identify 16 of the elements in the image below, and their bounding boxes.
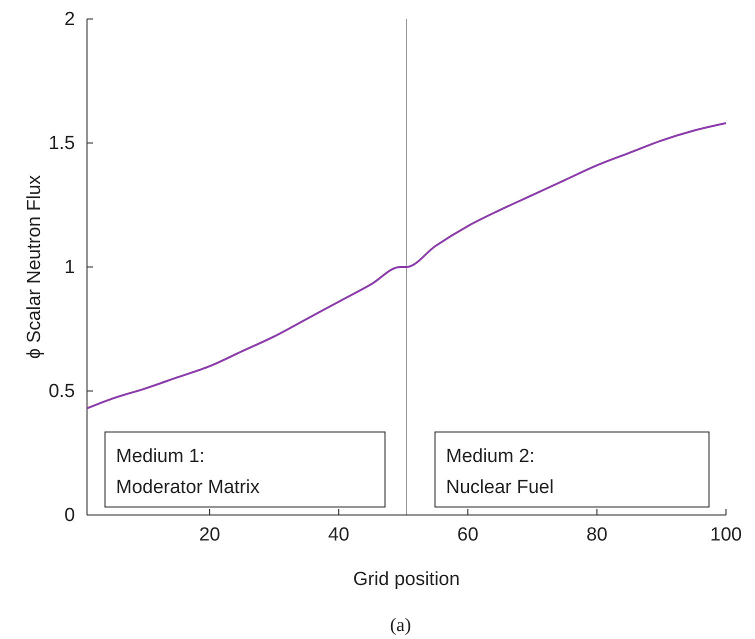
y-tick-label: 1 [64,257,75,278]
y-tick-label: 0.5 [48,381,75,402]
x-tick-label: 80 [586,524,608,546]
y-tick-label: 1.5 [48,133,75,154]
x-tick-label: 100 [710,524,742,546]
line-series [86,122,727,410]
annotation: Medium 2: Nuclear Fuel [446,446,554,498]
text: (a) [390,615,412,636]
y-tick-label: 2 [64,9,75,30]
y-tick-label: 0 [64,505,75,526]
x-tick-label: 20 [199,524,220,546]
x-tick-label: 40 [328,524,350,546]
x-axis-title: Grid position [353,569,460,590]
x-tick-label: 60 [457,524,478,546]
y-axis-title: ϕ Scalar Neutron Flux [24,174,45,359]
annotation: Medium 1: Moderator Matrix [116,446,260,498]
